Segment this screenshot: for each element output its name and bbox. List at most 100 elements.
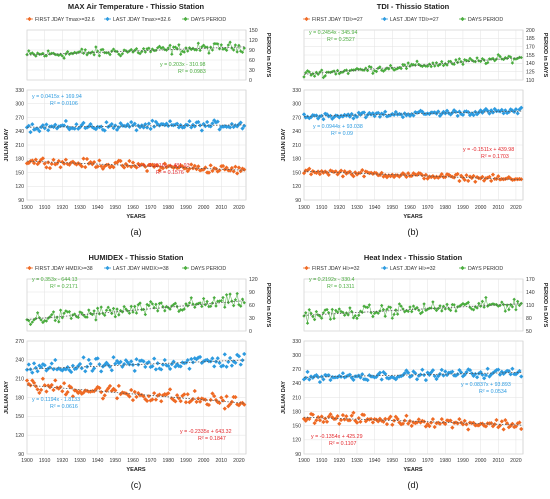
days-period-point bbox=[433, 64, 437, 68]
x-tick-label: 1980 bbox=[163, 205, 175, 211]
last-jday-point bbox=[86, 357, 91, 363]
last-jday-point bbox=[42, 363, 47, 368]
days-tick-label: 120 bbox=[249, 277, 258, 283]
days-period-point bbox=[505, 56, 509, 61]
days-tick-label: 150 bbox=[249, 28, 258, 34]
days-period-point bbox=[420, 310, 424, 314]
last-jday-trendline bbox=[303, 372, 522, 378]
days-period-point bbox=[369, 65, 373, 69]
first-jday-point bbox=[319, 414, 324, 419]
days-period-point bbox=[67, 309, 72, 314]
days-period-point bbox=[65, 50, 70, 54]
last-jday-point bbox=[150, 118, 155, 123]
days-tick-label: 140 bbox=[526, 290, 535, 296]
days-period-point bbox=[46, 49, 50, 53]
days-period-point bbox=[242, 46, 246, 50]
x-tick-label: 1940 bbox=[92, 458, 104, 464]
last-jday-point bbox=[46, 128, 51, 133]
first-jday-point bbox=[404, 413, 409, 418]
panel-caption: (b) bbox=[408, 227, 419, 237]
first-jday-point bbox=[490, 172, 496, 177]
days-period-point bbox=[208, 45, 213, 49]
jday-tick-label: 180 bbox=[15, 395, 24, 401]
first-jday-point bbox=[517, 420, 522, 425]
first-jday-point bbox=[210, 391, 215, 396]
days-tick-label: 170 bbox=[526, 44, 535, 50]
jday-tick-label: 150 bbox=[292, 424, 301, 430]
last-trend-r2: R² = 0.0616 bbox=[50, 404, 78, 410]
days-period-point bbox=[235, 50, 239, 54]
first-jday-point bbox=[450, 425, 455, 430]
days-trendline bbox=[303, 303, 522, 316]
days-period-point bbox=[94, 45, 98, 49]
last-jday-point bbox=[88, 361, 93, 367]
first-jday-point bbox=[132, 389, 137, 395]
x-tick-label: 1980 bbox=[440, 205, 452, 211]
days-period-point bbox=[406, 61, 410, 65]
last-jday-point bbox=[24, 367, 30, 372]
first-jday-point bbox=[70, 394, 76, 399]
first-jday-point bbox=[153, 397, 159, 402]
x-tick-label: 1910 bbox=[316, 205, 328, 211]
days-period-point bbox=[226, 300, 231, 305]
last-jday-point bbox=[240, 126, 245, 131]
first-jday-point bbox=[464, 173, 469, 178]
last-trend-equation: y = 0.0837x + 93.893 bbox=[461, 382, 511, 388]
x-tick-label: 2010 bbox=[216, 458, 228, 464]
last-jday-point bbox=[236, 354, 242, 359]
days-period-point bbox=[383, 314, 387, 318]
first-jday-point bbox=[340, 174, 346, 179]
chart-title: MAX Air Temperature - Thissio Station bbox=[68, 2, 205, 11]
x-tick-label: 2000 bbox=[198, 458, 210, 464]
legend-swatch-marker bbox=[105, 16, 110, 22]
jday-tick-label: 180 bbox=[15, 157, 24, 163]
legend-entry: LAST JDAY HMDX>=38 bbox=[113, 266, 169, 272]
jday-tick-label: 270 bbox=[15, 115, 24, 121]
first-jday-point bbox=[51, 387, 56, 393]
first-jday-point bbox=[192, 163, 197, 168]
legend-swatch-marker bbox=[27, 16, 32, 22]
first-jday-point bbox=[206, 170, 212, 175]
first-jday-trendline bbox=[26, 384, 245, 404]
last-jday-point bbox=[74, 122, 79, 127]
legend-entry: FIRST JDAY HI>=32 bbox=[312, 266, 360, 272]
jday-tick-label: 90 bbox=[18, 452, 24, 458]
last-jday-point bbox=[443, 369, 448, 374]
days-tick-label: 155 bbox=[526, 53, 535, 59]
days-period-point bbox=[161, 45, 165, 50]
last-jday-point bbox=[229, 363, 235, 368]
jday-tick-label: 120 bbox=[15, 184, 24, 190]
days-period-point bbox=[459, 60, 463, 64]
last-jday-point bbox=[26, 362, 31, 367]
last-jday-point bbox=[347, 114, 353, 119]
last-jday-point bbox=[199, 128, 204, 133]
days-period-point bbox=[477, 301, 481, 306]
first-jday-point bbox=[190, 396, 196, 402]
last-jday-point bbox=[400, 114, 406, 120]
first-jday-point bbox=[189, 162, 194, 167]
last-jday-point bbox=[406, 370, 411, 375]
first-jday-point bbox=[51, 157, 56, 162]
legend-entry: FIRST JDAY TDI>=27 bbox=[312, 17, 363, 23]
first-jday-point bbox=[338, 168, 344, 173]
first-jday-point bbox=[466, 178, 471, 184]
first-jday-point bbox=[473, 179, 478, 184]
first-jday-point bbox=[129, 387, 134, 393]
days-trendline bbox=[26, 300, 245, 320]
days-period-point bbox=[346, 313, 350, 317]
days-period-point bbox=[364, 66, 368, 70]
first-jday-point bbox=[503, 418, 508, 423]
days-period-point bbox=[351, 316, 356, 320]
x-tick-label: 1910 bbox=[39, 458, 51, 464]
last-jday-point bbox=[152, 356, 157, 361]
first-jday-point bbox=[84, 156, 90, 162]
days-period-point bbox=[312, 317, 317, 322]
days-period-point bbox=[302, 75, 306, 79]
first-jday-point bbox=[183, 400, 189, 405]
last-jday-point bbox=[134, 357, 139, 362]
days-period-point bbox=[224, 293, 229, 297]
legend-swatch-marker bbox=[183, 265, 188, 271]
last-jday-point bbox=[205, 119, 210, 125]
first-jday-point bbox=[466, 427, 471, 432]
